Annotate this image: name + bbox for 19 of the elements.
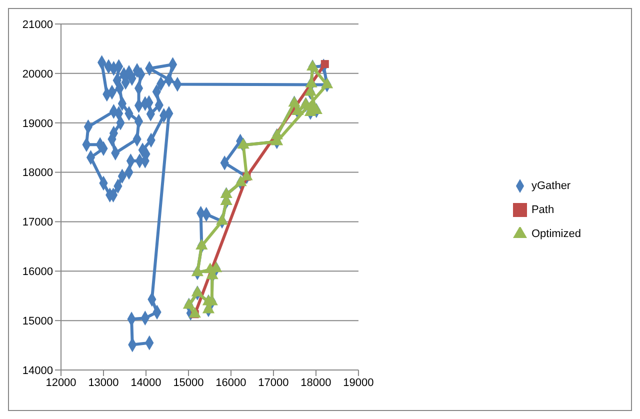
x-tick-label: 14000 [130, 376, 162, 389]
y-tick-label: 18000 [22, 167, 53, 180]
x-tick-label: 13000 [88, 376, 119, 389]
x-tick-label: 18000 [300, 376, 332, 389]
legend-label: yGather [531, 180, 571, 192]
y-tick-label: 17000 [22, 216, 53, 229]
x-tick-label: 15000 [173, 376, 204, 389]
y-tick-label: 16000 [22, 266, 53, 278]
y-tick-label: 21000 [22, 18, 53, 31]
x-tick-label: 12000 [46, 376, 76, 389]
y-tick-label: 15000 [22, 315, 53, 328]
y-tick-label: 19000 [22, 118, 53, 130]
y-tick-label: 14000 [22, 364, 53, 377]
legend-label: Path [531, 204, 554, 216]
x-tick-label: 19000 [343, 376, 374, 389]
y-tick-label: 20000 [22, 68, 53, 80]
x-tick-label: 17000 [258, 376, 289, 389]
legend-label: Optimized [531, 228, 581, 240]
x-tick-label: 16000 [216, 376, 246, 389]
